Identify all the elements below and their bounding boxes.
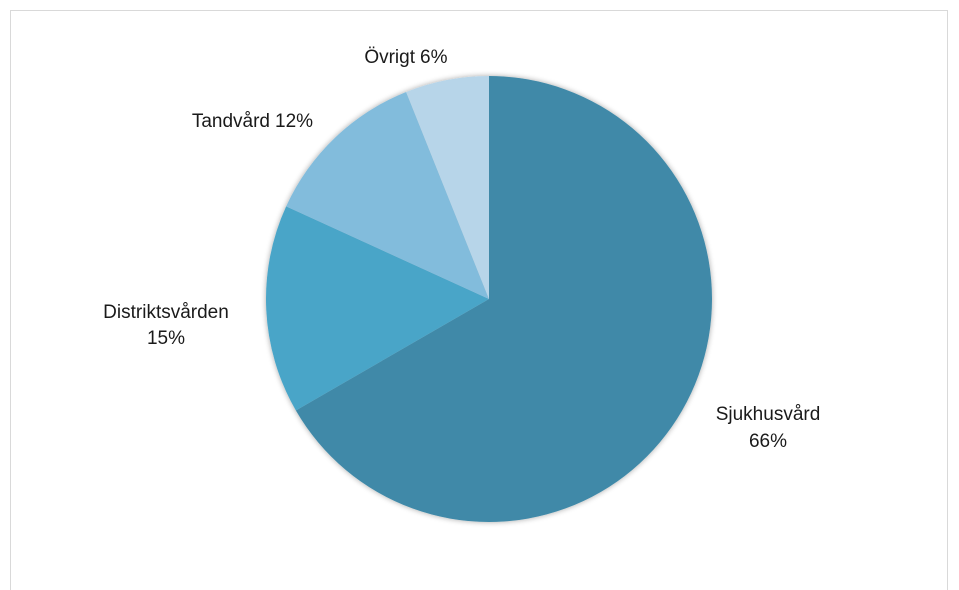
label-sjukhusvard-value: 66% [749,431,787,452]
pie-slice-distriktsvarden [265,206,489,411]
pie-slice-sjukhusvard [295,76,713,522]
label-distriktsvarden-value: 15% [147,328,185,349]
label-distriktsvarden-name: Distriktsvården [103,302,229,323]
label-tandvard-value: 12% [275,111,313,132]
label-tandvard-name: Tandvård [192,111,270,132]
pie-slices [265,76,713,522]
pie-slice-tandvard [286,91,489,299]
pie-slice-ovrigt [406,76,489,299]
label-sjukhusvard-name: Sjukhusvård [716,404,821,425]
label-ovrigt-name: Övrigt [364,47,415,68]
label-ovrigt-value: 6% [420,47,448,68]
